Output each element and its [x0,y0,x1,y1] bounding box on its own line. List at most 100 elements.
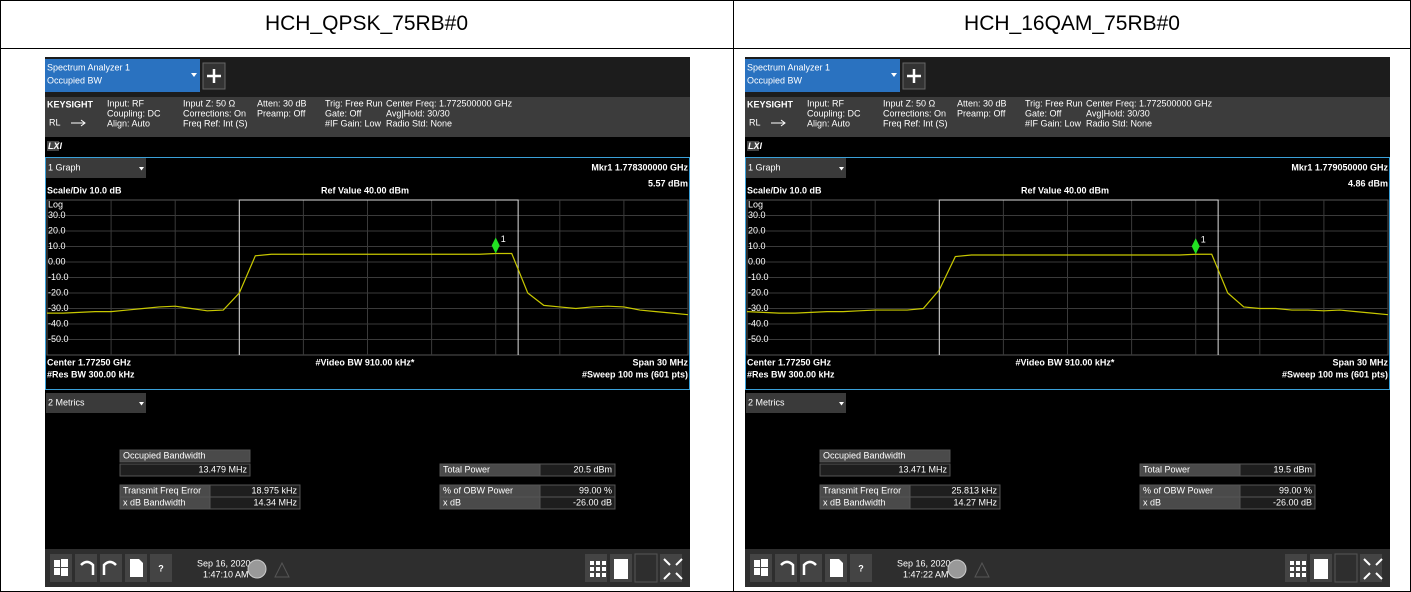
taskbar-button[interactable] [75,554,97,582]
footer-text: #Sweep 100 ms (601 pts) [1282,369,1388,379]
metric-value-bg [909,496,1001,510]
info-text: Freq Ref: Int (S) [183,118,248,128]
taskbar-button[interactable] [1334,553,1358,583]
info-text: Coupling: DC [107,108,161,118]
metric-value: -26.00 dB [1273,497,1312,507]
y-tick-label: -10.0 [48,272,69,282]
undo-icon [80,560,95,575]
footer-text: Span 30 MHz [1332,357,1388,367]
y-tick-label: -20.0 [748,287,769,297]
info-text: Center Freq: 1.772500000 GHz [386,98,513,108]
taskbar-button[interactable] [800,554,822,582]
info-text: Gate: Off [325,108,362,118]
marker-diamond [491,237,500,254]
info-text: Preamp: Off [257,108,306,118]
notification-icon[interactable] [247,559,267,579]
y-tick-label: 30.0 [48,210,66,220]
table-border [733,0,734,592]
graph-tab[interactable] [46,158,146,178]
ref-value: Ref Value 40.00 dBm [1021,185,1109,195]
metric-value-bg [119,463,251,477]
y-tick-label: 20.0 [48,225,66,235]
grid-icon [590,561,606,577]
info-text: Input Z: 50 Ω [883,98,936,108]
footer-text: #Video BW 910.00 kHz* [316,357,415,367]
info-text: Corrections: On [883,108,946,118]
warning-icon [274,561,290,578]
taskbar-time: 1:47:22 AM [903,569,949,579]
metric-value: 14.34 MHz [253,497,297,507]
lxi-badge [747,141,759,151]
info-text: Trig: Free Run [1025,98,1083,108]
marker-number: 1 [1201,235,1206,245]
y-tick-label: 10.0 [748,241,766,251]
taskbar-date: Sep 16, 2020 [197,558,251,568]
metric-value: 25.813 kHz [951,485,997,495]
footer-text: #Res BW 300.00 kHz [747,369,835,379]
footer-text: Span 30 MHz [632,357,688,367]
analyzer-screen: Spectrum Analyzer 1 Occupied BW KEYSIGHT RL… [45,57,690,587]
taskbar-button[interactable] [775,554,797,582]
y-tick-label: -10.0 [748,272,769,282]
info-text: Input Z: 50 Ω [183,98,236,108]
y-tick-label: -40.0 [748,318,769,328]
y-tick-label: 30.0 [748,210,766,220]
metric-label: Occupied Bandwidth [123,450,206,460]
app-tab-title: Spectrum Analyzer 1 [747,62,830,72]
brand: KEYSIGHT [747,99,794,109]
metrics-tab-label: 2 Metrics [748,397,785,407]
plus-icon [907,69,921,83]
app-tab-mode: Occupied BW [47,75,103,85]
app-tab[interactable] [745,59,900,92]
taskbar-date: Sep 16, 2020 [897,558,951,568]
app-tab-title: Spectrum Analyzer 1 [47,62,130,72]
y-tick-label: 0.00 [48,256,66,266]
help-icon: ? [858,563,864,573]
metrics-tab[interactable] [746,393,846,413]
marker-number: 1 [501,234,506,244]
table-border [0,0,1411,1]
info-text: Avg|Hold: 30/30 [1086,108,1150,118]
graph-tab[interactable] [746,158,846,178]
lxi-label: LXI [748,141,763,151]
app-tab[interactable] [45,59,200,92]
touch-icon [614,559,628,579]
y-tick-label: -40.0 [48,318,69,328]
taskbar-button[interactable] [100,554,122,582]
rl-label: RL [49,117,61,127]
info-text: Radio Std: None [1086,118,1152,128]
scale-label: Scale/Div 10.0 dB [747,185,822,195]
metrics-tab[interactable] [46,393,146,413]
redo-icon [102,560,117,575]
undo-icon [780,560,795,575]
dropdown-arrow [191,73,197,77]
file-icon [830,559,843,577]
windows-icon [754,559,768,576]
metric-value-bg [539,463,616,477]
taskbar-button[interactable] [660,554,682,582]
notification-icon[interactable] [947,559,967,579]
taskbar-button[interactable] [634,553,658,583]
metric-label: Total Power [443,464,490,474]
taskbar-button[interactable] [150,554,172,582]
footer-text: Center 1.77250 GHz [47,357,132,367]
app-tab-mode: Occupied BW [747,75,803,85]
metric-value: 14.27 MHz [953,497,997,507]
touch-icon [1314,559,1328,579]
info-text: Input: RF [107,98,145,108]
info-bar [45,97,690,137]
y-tick-label: -30.0 [48,303,69,313]
marker-value: 4.86 dBm [1348,178,1388,188]
info-text: #IF Gain: Low [325,118,382,128]
marker-readout: Mkr1 1.778300000 GHz [591,162,688,172]
metric-label: x dB [1143,497,1161,507]
dropdown-arrow [839,167,844,171]
windows-icon [54,559,68,576]
metric-value: 20.5 dBm [573,464,612,474]
metric-value: 18.975 kHz [251,485,297,495]
footer-text: #Video BW 910.00 kHz* [1016,357,1115,367]
taskbar-button[interactable] [850,554,872,582]
grid-icon [1290,561,1306,577]
taskbar-button[interactable] [1360,554,1382,582]
